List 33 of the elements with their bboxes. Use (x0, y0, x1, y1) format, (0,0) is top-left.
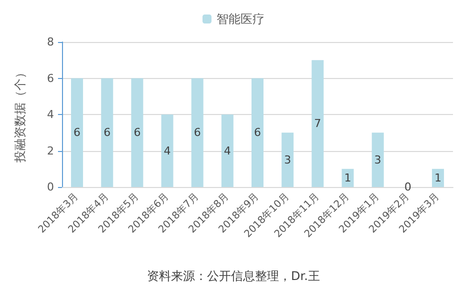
data-label: 4 (224, 144, 231, 158)
bar (432, 168, 444, 187)
bar (71, 78, 84, 187)
y-tick-label: 0 (47, 180, 54, 194)
y-tick-label: 4 (47, 108, 54, 121)
bar (131, 78, 144, 187)
data-label: 3 (374, 153, 382, 166)
bar (282, 132, 294, 187)
bar (191, 78, 204, 187)
data-label: 6 (104, 126, 111, 140)
text: 资料来源：公开信息整理，Dr.王 (147, 269, 320, 283)
y-tick-label: 6 (47, 72, 54, 85)
data-label: 6 (254, 126, 261, 140)
data-label: 7 (314, 117, 322, 130)
y-tick-label: 8 (47, 36, 54, 48)
bar (342, 168, 354, 187)
bar (252, 78, 264, 187)
data-label: 6 (194, 126, 201, 140)
data-label: 1 (344, 171, 352, 184)
data-label: 3 (284, 153, 292, 166)
legend-label: 智能医疗 (216, 12, 264, 26)
data-label: 4 (164, 144, 171, 158)
bar (372, 132, 384, 187)
bar (161, 114, 174, 187)
y-tick-label: 2 (47, 144, 54, 158)
bar (312, 60, 324, 187)
data-label: 6 (74, 126, 81, 140)
bar (221, 114, 234, 187)
data-label: 0 (404, 180, 412, 194)
data-label: 6 (134, 126, 141, 140)
data-label: 1 (434, 171, 442, 184)
bar (101, 78, 114, 187)
y-axis-title: 投融资数据（个） (13, 66, 27, 164)
